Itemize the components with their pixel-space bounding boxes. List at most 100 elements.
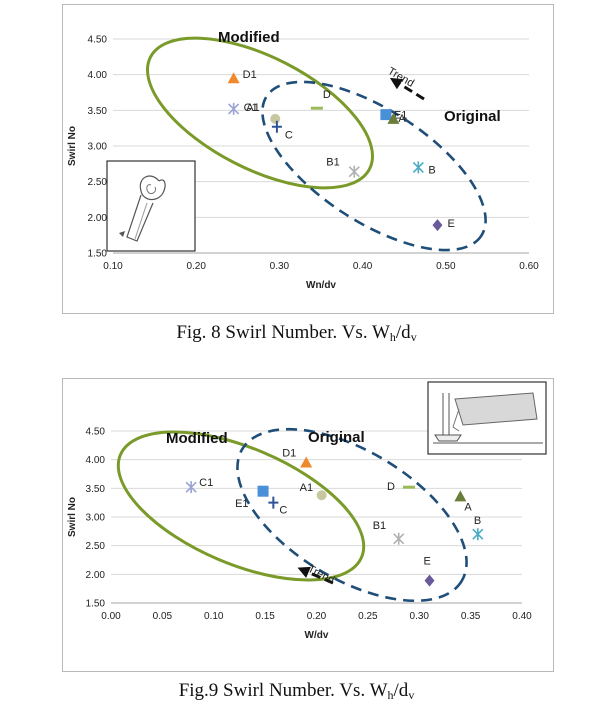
trend-arrow-head [297,566,311,578]
data-point-c: C [271,120,293,142]
point-b-label: B [428,164,435,176]
inset-head-sketch [427,381,547,455]
data-point-c1: C1 [228,102,258,115]
y-tick-label: 2.00 [86,570,106,581]
point-b-marker [472,528,484,541]
data-point-d1: D1 [227,69,257,84]
data-point-d: D [387,481,415,493]
inset-port-inner [146,184,156,194]
figure-9-chart: 1.50 2.00 2.50 3.00 3.50 4.00 4.50 0.00 0.05 0.10… [67,381,547,641]
point-a1-marker [316,490,327,501]
point-c-marker [271,120,282,133]
point-b1-marker [393,532,405,545]
x-tick-label: 0.35 [461,611,481,622]
point-c1-label: C1 [244,102,258,114]
figure-8-caption: Fig. 8 Swirl Number. Vs. Wh/dv [0,322,593,345]
original-label: Original [308,429,365,446]
trend-label: Trend [386,65,417,90]
x-tick-label: 0.20 [186,261,206,272]
x-tick-label: 0.05 [153,611,173,622]
point-d1-marker [227,72,240,84]
point-a-marker [387,112,400,124]
point-d-label: D [387,481,395,493]
point-a-label: A [398,113,406,125]
x-axis-title: Wn/dv [306,280,336,291]
modified-ellipse [116,430,366,582]
point-a-label: A [464,501,472,513]
point-b-marker [412,161,424,174]
data-point-b1: B1 [326,157,360,178]
figure-9-caption-main: Fig.9 Swirl Number. Vs. W [178,680,388,701]
data-point-d1: D1 [282,448,313,468]
x-tick-label: 0.40 [353,261,373,272]
data-point-c: C [268,496,287,517]
x-axis-title: W/dv [305,630,329,641]
point-e-marker [424,574,435,587]
x-tick-label: 0.10 [103,261,123,272]
figure-8-caption-main: Fig. 8 Swirl Number. Vs. W [176,322,390,343]
figure-8-caption-mid: /d [395,322,411,343]
point-e-label: E [447,218,454,230]
inset-frame [106,160,196,252]
trend-label: Trend [306,563,337,587]
data-point-b1: B1 [373,520,405,545]
inset-port-sketch [106,160,196,252]
point-a1-marker [270,113,281,124]
data-point-e: E [424,556,435,587]
point-b1-marker [348,165,360,178]
x-tick-label: 0.50 [436,261,456,272]
point-a1-label: A1 [300,482,313,494]
x-tick-label: 0.30 [410,611,430,622]
point-d-marker [402,485,415,489]
x-tick-label: 0.00 [101,611,121,622]
figure-9-caption: Fig.9 Swirl Number. Vs. Wh/dv [0,680,593,703]
y-tick-label: 4.50 [86,427,106,438]
y-tick-label: 4.00 [86,455,106,466]
data-point-d: D [310,89,331,110]
inset-runner-mid [134,202,148,240]
point-c1-label: C1 [199,477,213,489]
y-axis-title: Swirl No [67,126,78,166]
original-label: Original [444,108,501,125]
inset-runner [126,194,154,242]
point-d1-marker [300,456,313,468]
inset-valve-tip [119,231,125,237]
data-point-e1: E1 [235,485,269,510]
figure-9-frame: 1.50 2.00 2.50 3.00 3.50 4.00 4.50 0.00 0.05 0.10… [62,378,554,672]
point-e-marker [432,219,443,232]
data-point-a: A [454,490,472,513]
y-tick-label: 2.00 [88,213,108,224]
y-tick-label: 4.00 [88,70,108,81]
point-c1-marker [185,481,197,494]
figure-9-caption-mid: /d [393,680,409,701]
modified-label: Modified [218,29,280,46]
modified-ellipse [145,36,375,190]
figure-8-caption-sub-v: v [410,330,417,344]
data-point-e1: E1 [380,109,407,122]
point-b-label: B [474,515,481,527]
figure-8-frame: 1.50 2.00 2.50 3.00 3.50 4.00 4.50 0.10 0.20 0.30… [62,4,554,314]
figure-9-caption-sub-v: v [408,688,415,702]
y-axis-title: Swirl No [67,497,78,537]
point-a1-label: A1 [246,102,259,114]
point-e1-marker [380,109,392,121]
point-d1-label: D1 [282,448,296,460]
x-tick-label: 0.20 [307,611,327,622]
figure-8-chart: 1.50 2.00 2.50 3.00 3.50 4.00 4.50 0.10 0.20 0.30… [67,29,539,291]
inset-valve-stem [442,393,450,435]
point-a-marker [454,490,467,502]
point-e1-marker [257,485,269,497]
point-d-marker [310,106,323,110]
point-c-marker [268,496,279,509]
modified-label: Modified [166,430,228,447]
trend-arrow-head [389,77,404,90]
figure-9-caption-sub-h: h [387,688,394,702]
original-ellipse [236,427,468,603]
point-e1-label: E1 [235,498,248,510]
point-d1-label: D1 [243,69,257,81]
x-tick-label: 0.30 [270,261,290,272]
x-tick-label: 0.25 [358,611,378,622]
figure-8-caption-sub-h: h [389,330,396,344]
inset-port-curve [452,408,460,432]
y-tick-label: 2.50 [86,541,106,552]
